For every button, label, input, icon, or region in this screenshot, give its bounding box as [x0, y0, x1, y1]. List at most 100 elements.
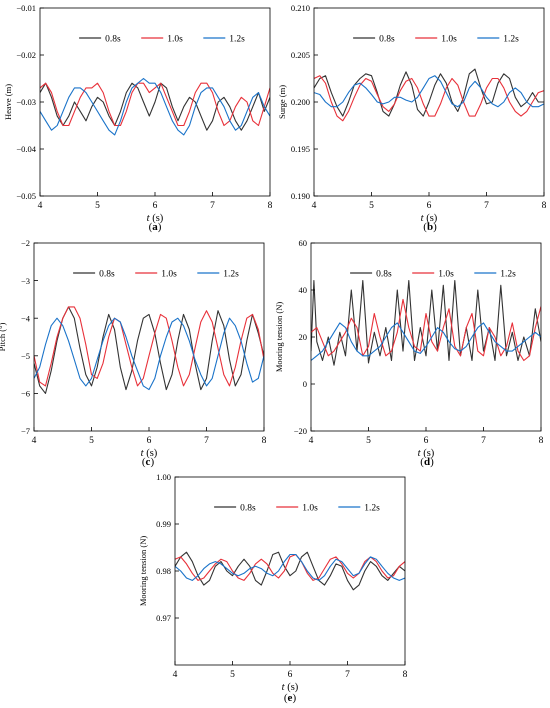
- y-tick-label: −0.05: [16, 191, 36, 201]
- series-line-0-8s: [175, 551, 405, 591]
- series-line-1-2s: [314, 75, 544, 108]
- y-tick-label: −2: [21, 238, 30, 248]
- x-tick-label: 7: [484, 201, 489, 211]
- series-line-1-0s: [40, 82, 270, 127]
- panel-0: 4 5 6 7 8 −0.05 −0.04 −0.03 −0.02 −0.01 Heave (m) t…: [3, 3, 273, 233]
- series-line-1-0s: [311, 298, 541, 362]
- x-tick-label: 8: [542, 201, 547, 211]
- y-tick-label: 0.190: [291, 191, 310, 201]
- x-axis-label: t (s): [282, 682, 299, 693]
- x-tick-label: 4: [312, 201, 317, 211]
- legend-label-1-0s: 1.0s: [302, 504, 318, 514]
- x-tick-label: 8: [268, 201, 273, 211]
- y-tick-label: 0.99: [156, 519, 171, 529]
- legend-label-1-2s: 1.2s: [223, 270, 239, 280]
- legend-label-1-2s: 1.2s: [500, 270, 516, 280]
- y-axis-label: Surge (m): [277, 85, 287, 119]
- x-tick-label: 5: [89, 436, 94, 446]
- series-line-1-0s: [34, 306, 264, 387]
- legend-label-1-2s: 1.2s: [229, 35, 245, 45]
- x-tick-label: 8: [539, 436, 544, 446]
- panel-4: 4 5 6 7 8 0.97 0.98 0.99 1.00 Mooring tension (N)…: [138, 472, 408, 704]
- panel-caption: (b): [423, 221, 437, 233]
- x-tick-label: 8: [262, 436, 267, 446]
- panel-1: 4 5 6 7 8 0.190 0.195 0.200 0.205 0.210 Surge (m) t…: [277, 3, 547, 233]
- series-line-0-8s: [40, 82, 270, 131]
- y-tick-label: 0: [303, 379, 307, 389]
- y-tick-label: 0.210: [291, 3, 310, 13]
- x-tick-label: 5: [95, 201, 100, 211]
- x-tick-label: 6: [153, 201, 158, 211]
- panel-caption: (c): [142, 456, 155, 468]
- y-tick-label: −0.02: [16, 50, 36, 60]
- y-axis-label: Mooring tension (N): [274, 302, 284, 373]
- legend-label-1-0s: 1.0s: [438, 270, 454, 280]
- x-tick-label: 7: [345, 670, 350, 680]
- x-axis-label: t (s): [421, 213, 438, 224]
- y-tick-label: −0.03: [16, 97, 36, 107]
- y-tick-label: 60: [299, 238, 308, 248]
- series-line-1-0s: [175, 553, 405, 581]
- x-tick-label: 5: [369, 201, 374, 211]
- y-axis-label: Heave (m): [3, 84, 13, 120]
- legend-label-0-8s: 0.8s: [379, 35, 395, 45]
- x-axis-label: t (s): [418, 448, 435, 459]
- legend-label-1-0s: 1.0s: [441, 35, 457, 45]
- y-tick-label: −7: [21, 426, 30, 436]
- x-axis-label: t (s): [141, 448, 158, 459]
- series-line-1-2s: [40, 77, 270, 136]
- legend-label-1-2s: 1.2s: [364, 504, 380, 514]
- series-line-1-2s: [311, 322, 541, 361]
- y-tick-label: −20: [294, 426, 307, 436]
- panel-2: 4 5 6 7 8 −7 −6 −5 −4 −3 −2 Pitch (°) t (s) 0.8s 1.0s 1…: [0, 238, 267, 468]
- panel-caption: (e): [284, 692, 297, 704]
- y-tick-label: −6: [21, 389, 30, 399]
- x-tick-label: 5: [366, 436, 371, 446]
- series-line-1-2s: [34, 317, 264, 391]
- series-line-1-2s: [175, 553, 405, 581]
- x-tick-label: 7: [481, 436, 486, 446]
- y-tick-label: 0.200: [291, 97, 310, 107]
- x-tick-label: 7: [204, 436, 209, 446]
- x-tick-label: 4: [309, 436, 314, 446]
- y-tick-label: 40: [299, 285, 308, 295]
- y-tick-label: −3: [21, 276, 30, 286]
- y-axis-label: Mooring tension (N): [138, 536, 148, 607]
- x-tick-label: 6: [427, 201, 432, 211]
- y-tick-label: 1.00: [156, 472, 171, 482]
- legend-label-1-2s: 1.2s: [503, 35, 519, 45]
- y-tick-label: −0.04: [16, 144, 36, 154]
- y-tick-label: −5: [21, 351, 30, 361]
- legend-label-1-0s: 1.0s: [161, 270, 177, 280]
- panel-caption: (a): [149, 221, 162, 233]
- series-line-0-8s: [311, 280, 541, 366]
- panel-caption: (d): [420, 456, 434, 468]
- x-axis-label: t (s): [147, 213, 164, 224]
- legend-label-0-8s: 0.8s: [105, 35, 121, 45]
- x-tick-label: 8: [403, 670, 408, 680]
- x-tick-label: 7: [210, 201, 215, 211]
- y-tick-label: 20: [299, 332, 308, 342]
- x-tick-label: 4: [173, 670, 178, 680]
- legend-label-0-8s: 0.8s: [240, 504, 256, 514]
- y-axis-label: Pitch (°): [0, 323, 7, 352]
- y-tick-label: 0.97: [156, 613, 171, 623]
- x-tick-label: 6: [288, 670, 293, 680]
- x-tick-label: 6: [147, 436, 152, 446]
- x-tick-label: 4: [32, 436, 37, 446]
- x-tick-label: 5: [230, 670, 235, 680]
- y-tick-label: 0.195: [291, 144, 310, 154]
- series-line-0-8s: [34, 306, 264, 394]
- y-tick-label: −0.01: [16, 3, 36, 13]
- y-tick-label: −4: [21, 313, 31, 323]
- panel-3: 4 5 6 7 8 −20 0 20 40 60 Mooring tension (N) t (s) 0…: [274, 238, 544, 468]
- y-tick-label: 0.205: [291, 50, 310, 60]
- legend-label-0-8s: 0.8s: [376, 270, 392, 280]
- x-tick-label: 4: [38, 201, 43, 211]
- legend-label-0-8s: 0.8s: [99, 270, 115, 280]
- y-tick-label: 0.98: [156, 566, 171, 576]
- x-tick-label: 6: [424, 436, 429, 446]
- series-line-1-0s: [314, 75, 544, 122]
- legend-label-1-0s: 1.0s: [167, 35, 183, 45]
